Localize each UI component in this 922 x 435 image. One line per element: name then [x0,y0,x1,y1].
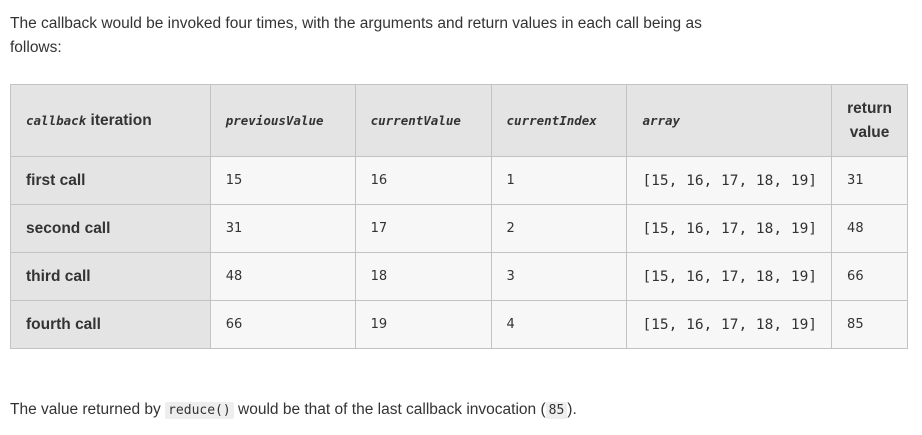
intro-paragraph: The callback would be invoked four times… [10,15,702,56]
cell-array: [15, 16, 17, 18, 19] [626,204,833,253]
outro-paragraph: The value returned by reduce() would be … [10,401,577,419]
outro-text-middle: would be that of the last callback invoc… [233,401,546,418]
row-label: first call [10,156,211,205]
header-return-line2: value [849,123,890,141]
final-value-code: 85 [545,402,568,419]
table-header-row: callback iteration previousValue current… [10,84,908,157]
header-return-line1: return [847,99,892,117]
cell-current-index: 3 [490,252,628,301]
header-iteration-text: iteration [86,111,152,129]
header-current-index-label: currentIndex [506,112,597,128]
reduce-iterations-table: callback iteration previousValue current… [10,84,908,349]
cell-array: [15, 16, 17, 18, 19] [626,300,833,349]
cell-return-value: 48 [831,204,908,253]
cell-previous-value: 15 [209,156,356,205]
cell-current-value: 19 [354,300,492,349]
header-previous-value: previousValue [209,84,356,157]
cell-previous-value: 66 [209,300,356,349]
reduce-code: reduce() [165,402,234,419]
cell-array: [15, 16, 17, 18, 19] [626,156,833,205]
cell-current-index: 1 [490,156,628,205]
table-row: second call 31 17 2 [15, 16, 17, 18, 19]… [10,204,908,253]
cell-previous-value: 31 [209,204,356,253]
cell-return-value: 66 [831,252,908,301]
header-return-value: return value [831,84,908,157]
table-row: fourth call 66 19 4 [15, 16, 17, 18, 19]… [10,300,908,349]
row-label: fourth call [10,300,211,349]
cell-current-value: 16 [354,156,492,205]
table-row: first call 15 16 1 [15, 16, 17, 18, 19] … [10,156,908,205]
cell-return-value: 85 [831,300,908,349]
cell-current-value: 18 [354,252,492,301]
outro-text-after: ). [567,401,577,418]
table-row: third call 48 18 3 [15, 16, 17, 18, 19] … [10,252,908,301]
outro-text-before: The value returned by [10,401,166,418]
cell-current-index: 2 [490,204,628,253]
cell-array: [15, 16, 17, 18, 19] [626,252,833,301]
cell-current-value: 17 [354,204,492,253]
header-current-index: currentIndex [490,84,628,157]
header-callback-iteration: callback iteration [10,84,211,157]
row-label: third call [10,252,211,301]
header-array: array [626,84,833,157]
header-array-label: array [642,112,681,128]
cell-return-value: 31 [831,156,908,205]
row-label: second call [10,204,211,253]
header-previous-value-label: previousValue [225,112,324,128]
header-current-value-label: currentValue [370,112,461,128]
cell-previous-value: 48 [209,252,356,301]
header-callback-code: callback [26,112,87,128]
header-current-value: currentValue [354,84,492,157]
cell-current-index: 4 [490,300,628,349]
